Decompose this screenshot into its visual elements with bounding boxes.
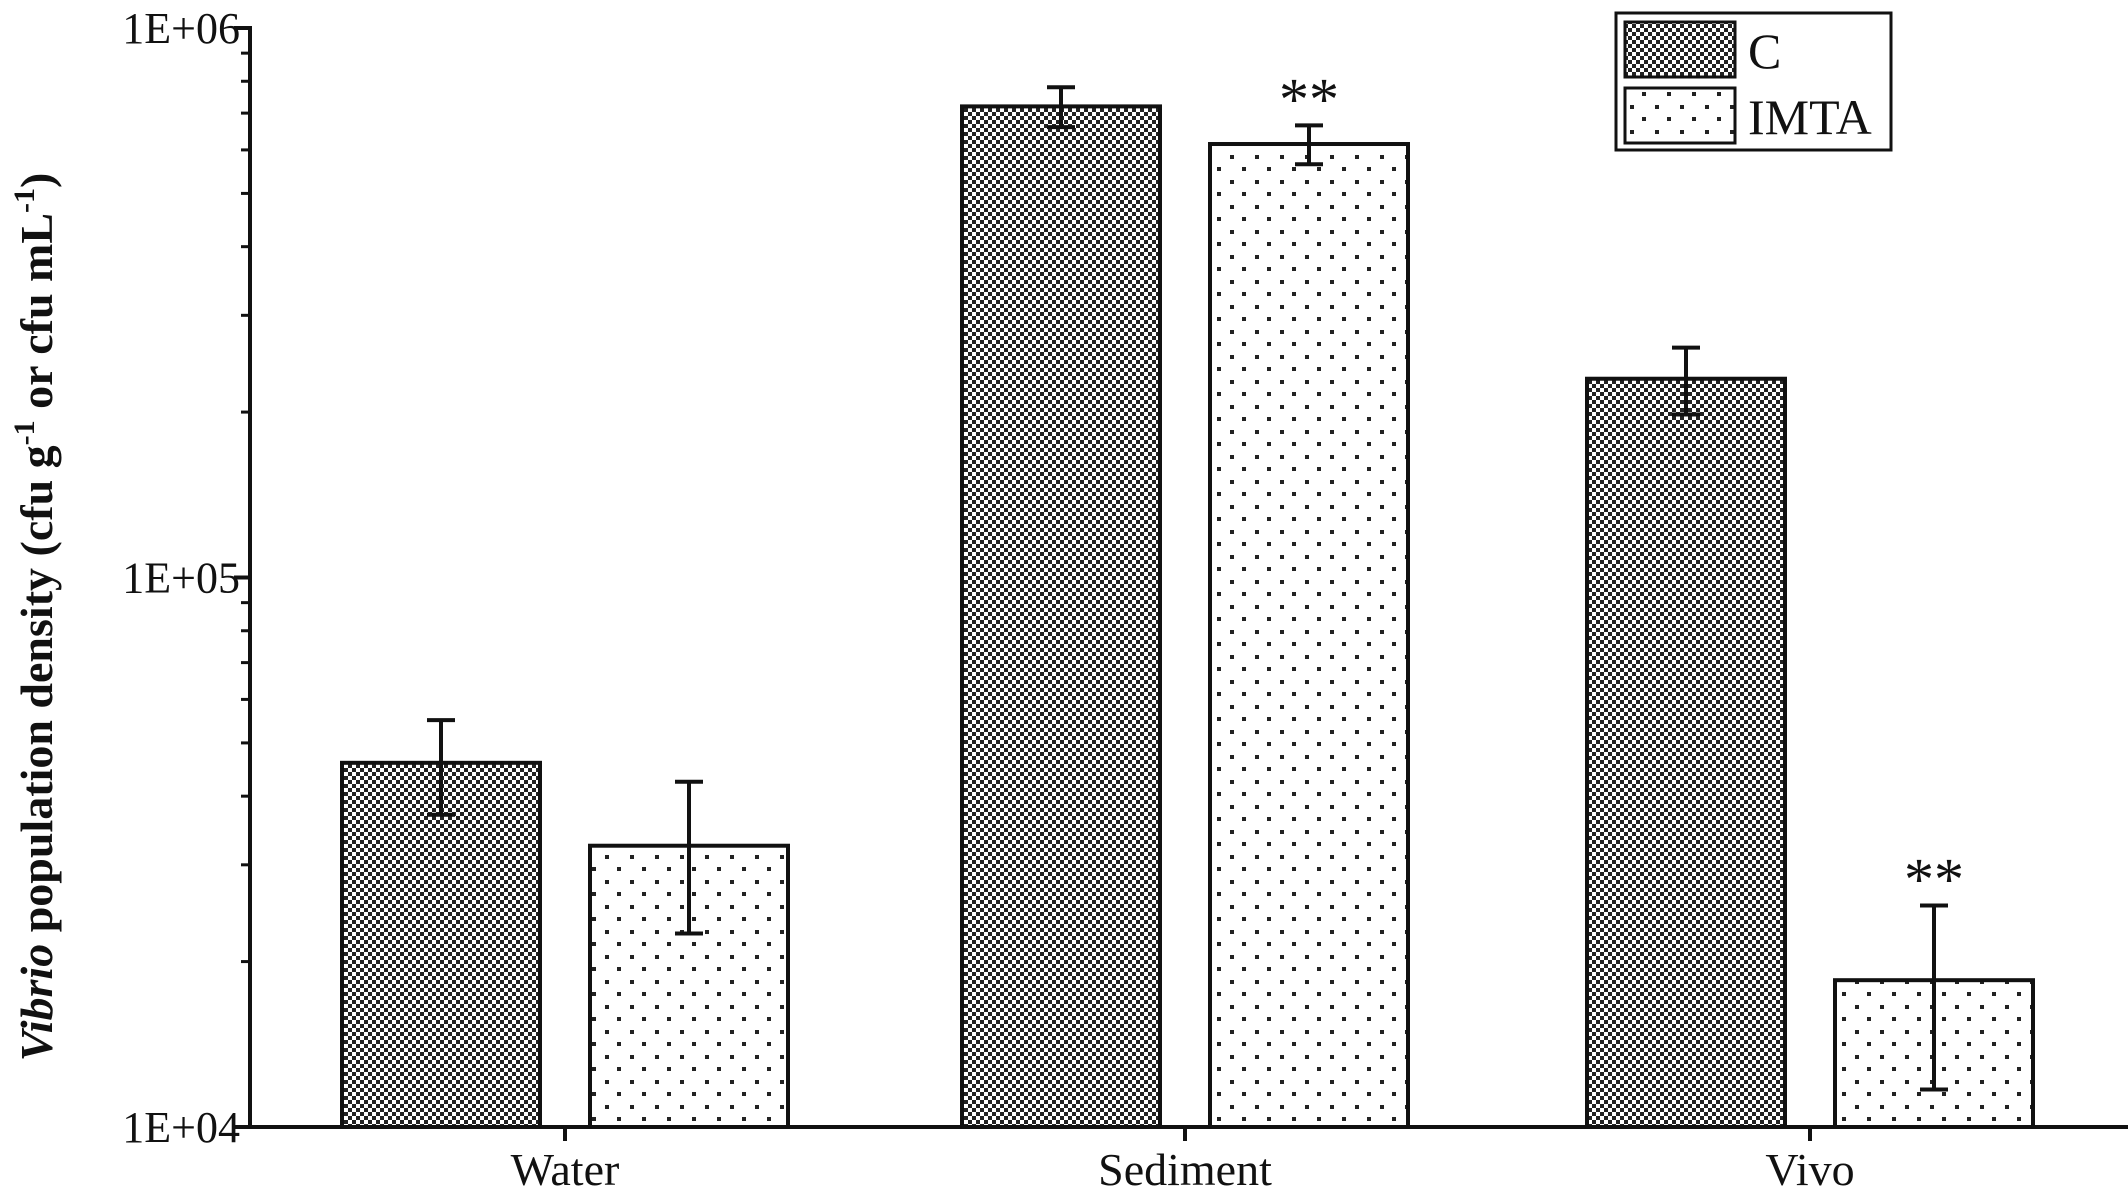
bars [340,104,2035,1130]
legend-label-c: C [1748,23,1781,79]
legend-label-imta: IMTA [1748,89,1872,145]
y-tick-label: 1E+06 [122,4,240,53]
y-tick-label: 1E+05 [122,554,240,603]
x-tick-label: Sediment [1098,1144,1272,1195]
legend: C IMTA [1614,11,1893,152]
x-tick-label: Water [511,1144,620,1195]
legend-swatch-c [1623,20,1737,79]
bar-c-water [340,760,542,1129]
y-axis-label: Vibrio population density (cfu g-1 or cf… [8,173,62,1062]
significance-marker: ** [1279,66,1339,132]
significance-marker: ** [1904,846,1964,912]
legend-swatch-imta [1623,86,1737,145]
x-tick-label: Vivo [1765,1144,1854,1195]
bar-imta-sediment [1208,142,1410,1129]
bar-c-vivo [1585,376,1787,1130]
error-bars: ** ** [427,66,1964,1092]
y-tick-label: 1E+04 [122,1103,240,1152]
axes: 1E+04 1E+05 1E+06 Water Sediment Vivo [122,4,2128,1195]
bar-c-sediment [960,104,1162,1129]
